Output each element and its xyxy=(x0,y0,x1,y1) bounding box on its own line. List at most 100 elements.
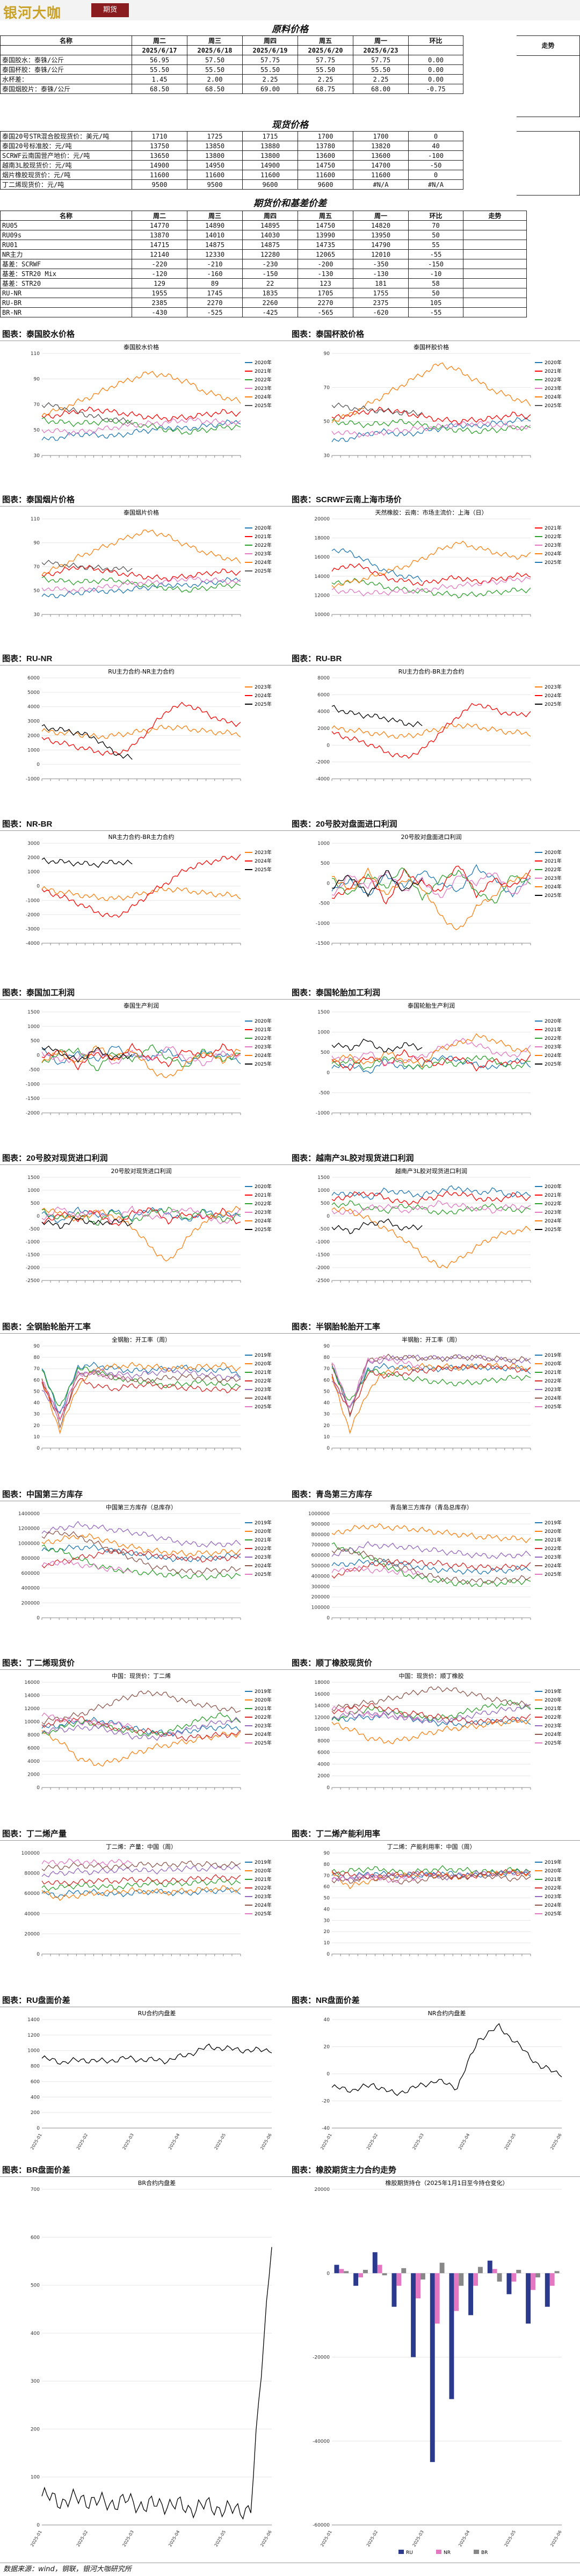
y-tick-label: 50 xyxy=(324,1389,330,1394)
chart-21: NR合约内盘差 -40 -20 0 20 40 2025-01 2025-02 2025-03 2… xyxy=(320,2009,563,2151)
y-tick-label: 700000 xyxy=(311,1543,330,1548)
table-cell: 57.75 xyxy=(353,55,409,65)
series-line xyxy=(41,2247,272,2520)
chart-14: 中国第三方库存（总库存） 0 200000 400000 600000 800000 100… xyxy=(18,1503,272,1621)
chart-8: 泰国生产利润 -2000 -1500 -1000 -500 0 500 1000 1500 202… xyxy=(26,1002,272,1116)
chart-caption: 图表：泰国胶水价格 xyxy=(2,330,75,339)
legend-label: 2022年 xyxy=(545,377,562,383)
legend-label: 2023年 xyxy=(255,1554,272,1560)
trend-cell xyxy=(463,278,527,288)
x-tick-label: 2025-01 xyxy=(320,2133,333,2151)
table-cell: 11600 xyxy=(353,170,409,180)
legend-label: 2023年 xyxy=(545,1723,562,1729)
legend-label: 2021年 xyxy=(255,1705,272,1712)
y-tick-label: 400000 xyxy=(21,1586,40,1591)
chart-11: 越南产3L胶对现货进口利润 -2500 -2000 -1500 -1000 -500 0 50… xyxy=(316,1167,562,1284)
legend-label: 2025年 xyxy=(255,402,272,409)
chart-title: 半钢胎：开工率（周） xyxy=(402,1336,461,1343)
table-row: 名称 周二 周三 周四 周五 周一 环比 xyxy=(0,35,463,46)
legend-label: 2023年 xyxy=(255,385,272,392)
legend-label: 2024年 xyxy=(255,858,272,864)
y-tick-label: 0 xyxy=(37,1053,40,1059)
series-line xyxy=(331,563,531,586)
y-tick-label: 10000 xyxy=(314,612,330,618)
chart-caption: 图表：中国第三方库存 xyxy=(2,1490,83,1499)
legend-swatch xyxy=(436,2550,441,2554)
table-cell: 周一 xyxy=(353,35,409,46)
table-cell: 1700 xyxy=(298,131,353,141)
y-tick-label: 0 xyxy=(37,762,40,768)
chart-9: 泰国轮胎生产利润 -1000 -500 0 500 1000 1500 2020年 2021年 2… xyxy=(316,1002,562,1116)
y-tick-label: 8000 xyxy=(27,1733,40,1738)
chart-caption: 图表：丁二烯产能利用率 xyxy=(292,1829,381,1839)
series-line xyxy=(41,419,241,441)
legend-label: 2021年 xyxy=(255,1026,272,1033)
bar xyxy=(497,2273,502,2282)
chart-caption: 图表：RU-BR xyxy=(292,654,342,663)
series-line xyxy=(331,1869,531,1890)
table-cell xyxy=(0,45,132,55)
y-tick-label: 4000 xyxy=(27,1759,40,1764)
series-line xyxy=(41,1887,241,1898)
y-tick-label: 1000000 xyxy=(308,1511,330,1517)
series-line xyxy=(331,870,423,898)
legend-label: 2019年 xyxy=(545,1519,562,1526)
legend-label: 2021年 xyxy=(545,1537,562,1543)
table-cell: 周四 xyxy=(242,211,298,221)
table-cell: 129 xyxy=(132,278,187,288)
legend-label: 2025年 xyxy=(545,1571,562,1578)
bar xyxy=(430,2273,435,2462)
table-row: 泰国胶水：泰铢/公斤 56.95 57.50 57.75 57.75 57.75 0.00 xyxy=(0,55,463,65)
table-cell: 55.50 xyxy=(187,64,243,75)
bar xyxy=(339,2269,344,2274)
table-cell: 55.50 xyxy=(242,64,298,75)
trend-cell xyxy=(463,269,527,279)
y-tick-label: 1400000 xyxy=(18,1511,40,1517)
table-cell: 泰国胶水：泰铢/公斤 xyxy=(0,55,132,65)
legend-label: 2020年 xyxy=(255,359,272,366)
trend-cell xyxy=(463,307,527,317)
series-line xyxy=(41,565,241,582)
x-tick-label: 2025-04 xyxy=(458,2530,471,2548)
y-tick-label: 100 xyxy=(31,2475,40,2480)
x-tick-label: 2025-04 xyxy=(168,2133,181,2151)
y-tick-label: 70 xyxy=(34,1366,40,1372)
chart-caption: 图表：泰国加工利润 xyxy=(2,988,75,997)
section-title-futures: 期货价和基差价差 xyxy=(253,198,327,209)
legend-label: 2024年 xyxy=(545,1731,562,1738)
table-row: 泰国20号STR混合胶现货价：美元/吨 1710 1725 1715 1700 1700 0 xyxy=(0,131,463,141)
legend-label: 2021年 xyxy=(545,1026,562,1033)
legend-label: 2024年 xyxy=(545,1562,562,1569)
table-cell: 13850 xyxy=(187,141,243,151)
series-line xyxy=(331,1354,531,1418)
table-cell: 11600 xyxy=(187,170,243,180)
legend-label: 2023年 xyxy=(545,1554,562,1560)
legend-label: 2020年 xyxy=(545,849,562,856)
series-line xyxy=(331,1718,531,1745)
table-cell: 181 xyxy=(353,278,409,288)
x-tick-label: 2025-05 xyxy=(504,2530,517,2548)
table-cell: 13870 xyxy=(132,230,187,240)
y-tick-label: 500 xyxy=(31,1201,40,1206)
table-cell: 周三 xyxy=(187,211,243,221)
chart-caption: 图表：半钢胎轮胎开工率 xyxy=(292,1322,381,1332)
table-row: 名称 周二 周三 周四 周五 周一 环比 走势 xyxy=(0,211,527,221)
legend-label: 2025年 xyxy=(255,1061,272,1067)
table-cell: 68.50 xyxy=(187,84,243,94)
table-row: NR主力 12140 12330 12280 12065 12010 -55 xyxy=(0,249,527,259)
table-cell: -230 xyxy=(242,259,298,269)
y-tick-label: 10 xyxy=(34,1435,40,1440)
legend-label: 2024年 xyxy=(545,1218,562,1224)
series-line xyxy=(41,417,241,436)
series-line xyxy=(331,1542,531,1587)
legend-label: 2024年 xyxy=(545,1052,562,1059)
table-cell: -210 xyxy=(187,259,243,269)
legend-label: 2022年 xyxy=(255,1378,272,1384)
y-tick-label: 1500 xyxy=(27,1010,40,1015)
table-cell: 40 xyxy=(408,141,463,151)
table-row: 泰国杯胶：泰铢/公斤 55.50 55.50 55.50 55.50 55.50 0.00 xyxy=(0,64,463,75)
table-cell: -120 xyxy=(132,269,187,279)
table-cell: 2025/6/18 xyxy=(187,45,243,55)
table-cell: 14735 xyxy=(298,240,353,250)
x-tick-label: 2025-02 xyxy=(76,2133,89,2151)
